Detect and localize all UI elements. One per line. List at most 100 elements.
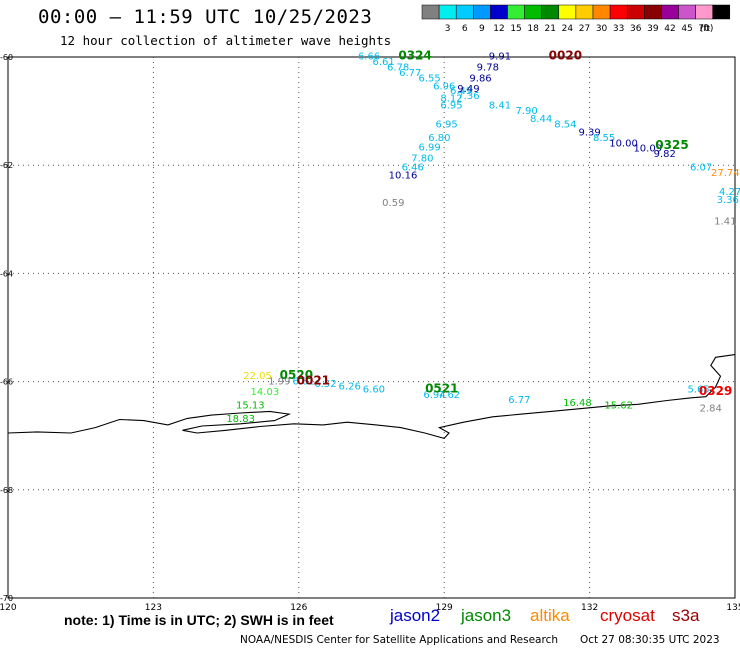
wave-height-label: 7.80 [411, 153, 433, 164]
pass-time-label: 0520 [280, 368, 313, 382]
wave-height-label: 6.66 [358, 52, 380, 63]
map-subtitle: 12 hour collection of altimeter wave hei… [60, 33, 392, 48]
footnote: note: 1) Time is in UTC; 2) SWH is in fe… [64, 612, 334, 628]
wave-height-label: 6.49 [450, 86, 472, 97]
wave-height-label: 10.16 [389, 171, 418, 182]
pass-time-label: 0021 [297, 373, 330, 387]
wave-height-label: 6.55 [419, 73, 441, 84]
wave-height-label: 6.77 [399, 68, 421, 79]
y-tick-label: -66 [0, 378, 13, 387]
legend-tick-label: 30 [596, 24, 608, 34]
wave-height-label: 18.83 [226, 414, 255, 425]
wave-height-label: 8.44 [530, 114, 552, 125]
generated-timestamp: Oct 27 08:30:35 UTC 2023 [580, 634, 720, 646]
y-tick-label: -64 [0, 269, 13, 278]
pass-time-label: 0325 [655, 138, 688, 152]
y-tick-label: -70 [0, 594, 13, 603]
x-tick-label: 129 [436, 603, 453, 613]
wave-height-label: 1.41 [714, 217, 736, 228]
wave-height-label: 16.48 [563, 398, 592, 409]
pass-time-label: 0020 [549, 49, 582, 63]
wave-height-label: 9.49 [457, 84, 479, 95]
wave-height-label: 7.90 [515, 106, 537, 117]
wave-height-label: 8.12 [440, 93, 462, 104]
sat-label-jason2: jason2 [390, 606, 441, 625]
wave-height-label: 15.62 [604, 401, 633, 412]
legend-tick-label: 42 [664, 24, 675, 34]
x-tick-label: 120 [0, 603, 17, 613]
y-tick-label: -68 [0, 486, 13, 495]
color-scale-legend: 3 6 9 12 15 18 21 24 27 30 33 36 39 42 45 70(ft) [421, 4, 731, 34]
wave-height-label: 6.60 [363, 384, 385, 395]
y-tick-label: -60 [0, 53, 13, 62]
wave-height-label: 4.27 [719, 187, 740, 198]
x-tick-label: 135 [726, 603, 740, 613]
x-tick-label: 123 [145, 603, 162, 613]
x-tick-label: 126 [290, 603, 307, 613]
legend-unit-label: (ft) [700, 24, 714, 34]
wave-height-label: 8.41 [489, 100, 511, 111]
legend-tick-label: 6 [462, 24, 468, 34]
pass-time-label: 0324 [398, 49, 431, 63]
wave-height-label: 15.13 [236, 401, 265, 412]
wave-height-label: 6.95 [440, 100, 462, 111]
legend-tick-label: 15 [510, 24, 521, 34]
y-tick-label: -62 [0, 161, 13, 170]
wave-height-label: 27.74 [711, 168, 740, 179]
wave-height-label: 6.94 [423, 390, 445, 401]
pass-time-label: 0329 [699, 384, 732, 398]
wave-height-label: 9.39 [578, 127, 600, 138]
sat-label-cryosat: cryosat [600, 606, 655, 625]
wave-height-label: 6.07 [690, 163, 712, 174]
legend-tick-label: 21 [545, 24, 556, 34]
wave-height-label: 8.55 [593, 133, 615, 144]
wave-height-label: 6.78 [387, 63, 409, 74]
legend-tick-label: 18 [527, 24, 539, 34]
legend-tick-label: 24 [562, 24, 574, 34]
legend-tick-label: 9 [479, 24, 485, 34]
credit-text: NOAA/NESDIS Center for Satellite Applica… [240, 634, 558, 646]
sat-label-jason3: jason3 [461, 606, 512, 625]
wave-height-label: 6.52 [314, 379, 336, 390]
wave-height-label: 5.65 [688, 384, 710, 395]
legend-tick-label: 45 [681, 24, 692, 34]
sat-label-altika: altika [530, 606, 570, 625]
wave-height-label: 6.99 [419, 143, 441, 154]
wave-height-label: 14.03 [251, 387, 280, 398]
wave-height-label: 9.82 [654, 149, 676, 160]
wave-height-label: 7.62 [438, 390, 460, 401]
legend-tick-label: 33 [613, 24, 624, 34]
wave-height-label: 6.46 [402, 163, 424, 174]
wave-height-label: 3.36 [717, 195, 739, 206]
wave-height-label: 6.95 [435, 119, 457, 130]
pass-time-label: 0521 [425, 381, 458, 395]
sat-label-s3a: s3a [672, 606, 700, 625]
legend-tick-label: 36 [630, 24, 642, 34]
wave-height-label: 6.77 [508, 395, 530, 406]
wave-height-label: 6.61 [372, 57, 394, 68]
plot-frame [7, 56, 736, 599]
legend-tick-label: 39 [647, 24, 659, 34]
wave-height-label: 9.91 [489, 52, 511, 63]
wave-height-label: 6.26 [339, 382, 361, 393]
wave-height-label: 0.59 [382, 198, 404, 209]
wave-height-label: 10.09 [633, 144, 662, 155]
legend-tick-label: 27 [579, 24, 590, 34]
wave-height-label: 7.36 [457, 91, 479, 102]
wave-height-label: 9.86 [469, 73, 491, 84]
wave-height-label: 10.00 [609, 138, 638, 149]
legend-tick-label: 12 [493, 24, 504, 34]
legend-swatch [712, 4, 731, 20]
wave-height-label: 6.81 [293, 376, 315, 387]
coastline [7, 354, 736, 440]
wave-height-label: 2.84 [700, 403, 722, 414]
x-tick-label: 132 [581, 603, 598, 613]
wave-height-label: 9.78 [477, 63, 499, 74]
wave-height-label: 6.80 [428, 133, 450, 144]
wave-height-label: 22.05 [243, 371, 272, 382]
legend-tick-label: 3 [445, 24, 451, 34]
wave-height-label: 8.54 [554, 119, 576, 130]
map-title: 00:00 – 11:59 UTC 10/25/2023 [38, 6, 373, 28]
